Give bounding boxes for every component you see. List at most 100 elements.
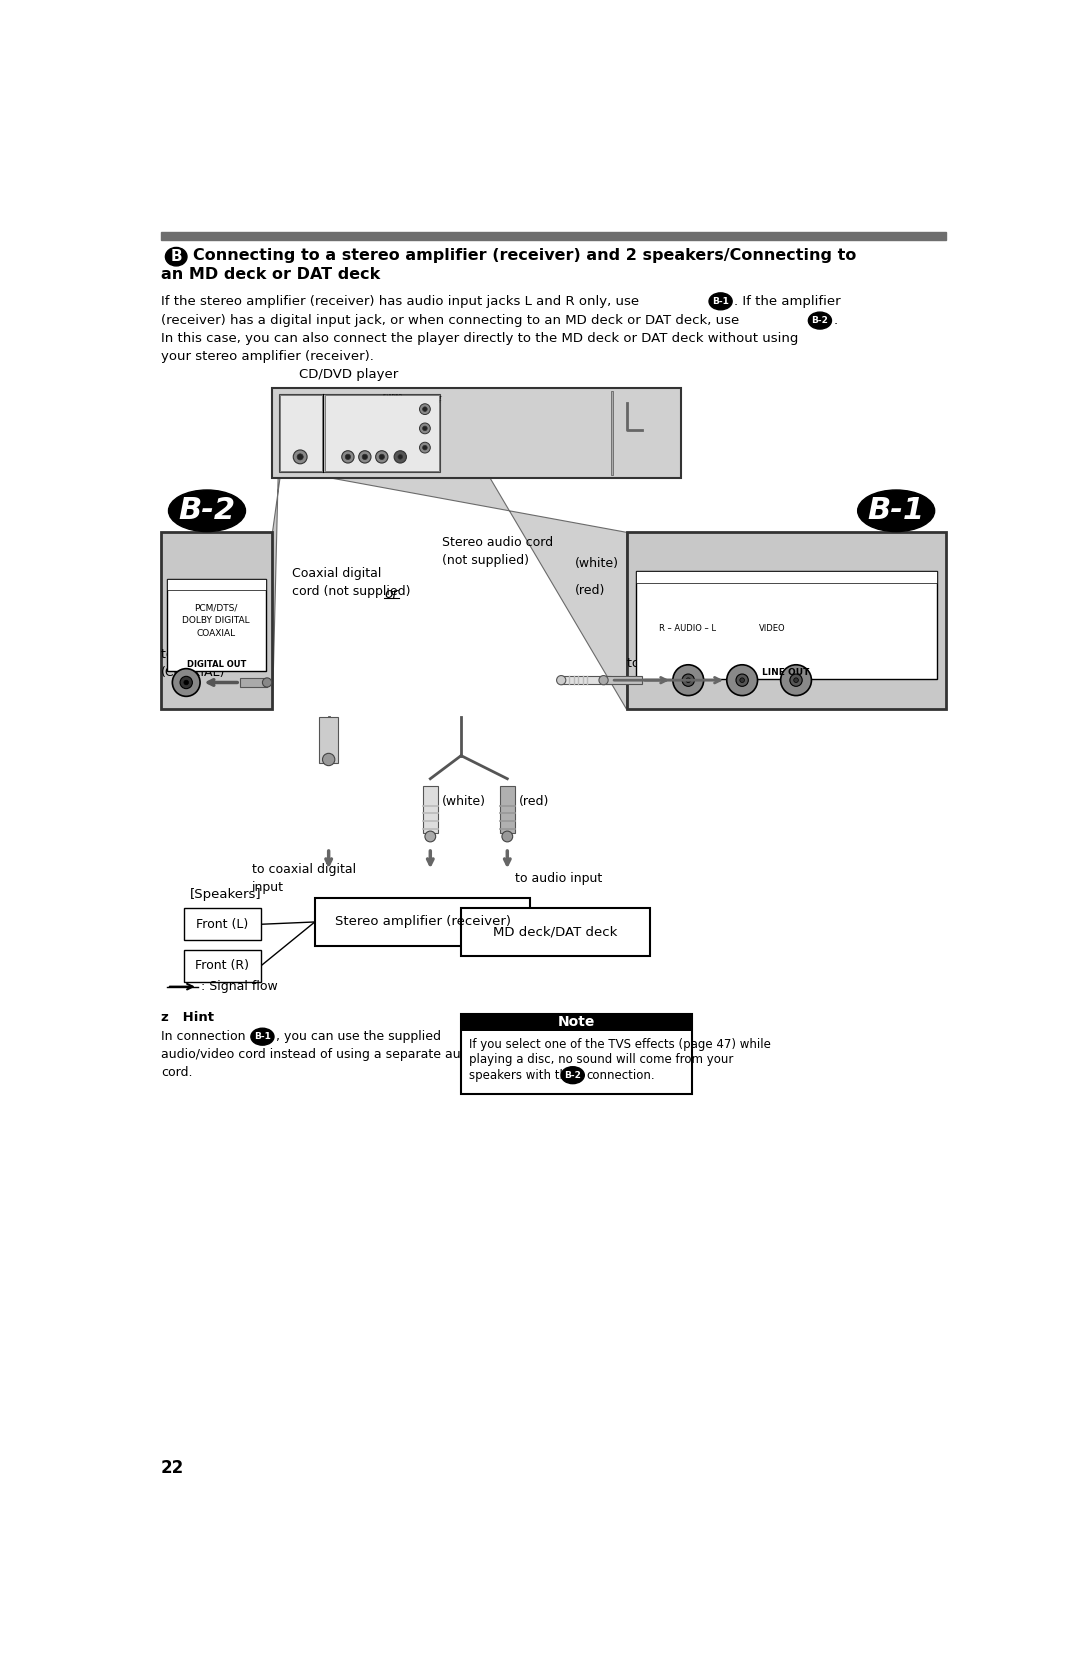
Ellipse shape — [562, 1067, 584, 1083]
Text: VIDEO: VIDEO — [409, 411, 426, 416]
Text: VIDEO: VIDEO — [759, 624, 786, 634]
Text: to DIGITAL OUT
(COAXIAL): to DIGITAL OUT (COAXIAL) — [161, 647, 257, 679]
Circle shape — [599, 676, 608, 684]
Polygon shape — [325, 394, 626, 709]
Bar — [314, 899, 530, 946]
Text: your stereo amplifier (receiver).: your stereo amplifier (receiver). — [161, 349, 374, 362]
Text: [Speakers]: [Speakers] — [190, 887, 261, 901]
Text: Stereo amplifier (receiver): Stereo amplifier (receiver) — [335, 916, 511, 929]
Bar — [562, 676, 611, 684]
Bar — [636, 570, 937, 679]
Circle shape — [376, 451, 388, 463]
Text: an MD deck or DAT deck: an MD deck or DAT deck — [161, 267, 380, 282]
Circle shape — [180, 676, 192, 689]
Circle shape — [397, 454, 403, 459]
Circle shape — [727, 664, 757, 696]
Circle shape — [173, 669, 200, 696]
Bar — [272, 387, 680, 478]
Text: connection.: connection. — [586, 1068, 656, 1082]
Bar — [240, 678, 267, 688]
Text: (red): (red) — [575, 584, 606, 597]
Ellipse shape — [808, 312, 832, 329]
Text: (receiver) has a digital input jack, or when connecting to an MD deck or DAT dec: (receiver) has a digital input jack, or … — [161, 314, 739, 327]
Circle shape — [422, 446, 428, 449]
Circle shape — [419, 423, 430, 434]
Bar — [161, 231, 946, 240]
Text: B-2: B-2 — [811, 315, 828, 325]
Ellipse shape — [710, 293, 732, 310]
Bar — [611, 391, 612, 475]
Text: Coaxial digital
cord (not supplied): Coaxial digital cord (not supplied) — [292, 567, 410, 599]
Text: 22: 22 — [161, 1459, 184, 1477]
Text: (white): (white) — [442, 795, 486, 808]
Text: MD deck/DAT deck: MD deck/DAT deck — [492, 926, 618, 939]
Text: DIGITAL OUT: DIGITAL OUT — [281, 397, 320, 402]
Circle shape — [297, 454, 303, 459]
Text: , you can use the supplied: , you can use the supplied — [276, 1030, 442, 1043]
Text: B-2: B-2 — [565, 1070, 581, 1080]
Text: B-1: B-1 — [712, 297, 729, 305]
Circle shape — [686, 678, 690, 683]
Ellipse shape — [165, 248, 187, 267]
Bar — [167, 579, 267, 671]
Bar — [604, 676, 642, 684]
Text: Front (R): Front (R) — [195, 959, 249, 973]
Circle shape — [422, 408, 428, 411]
Circle shape — [422, 426, 428, 431]
Text: to LINE OUT L/R (AUDIO): to LINE OUT L/R (AUDIO) — [626, 657, 780, 669]
Ellipse shape — [168, 490, 245, 532]
Text: In connection: In connection — [161, 1030, 245, 1043]
Text: to coaxial digital
input: to coaxial digital input — [252, 864, 355, 894]
Text: .: . — [834, 314, 838, 327]
Text: . If the amplifier: . If the amplifier — [734, 295, 841, 309]
Text: PCM/DTS/
DOLBY DIGITAL
COAXIAL: PCM/DTS/ DOLBY DIGITAL COAXIAL — [282, 411, 319, 428]
Bar — [461, 1013, 692, 1031]
Circle shape — [424, 832, 435, 842]
Circle shape — [362, 454, 367, 459]
Text: B-2: B-2 — [178, 496, 235, 525]
Text: COMPONENT
VIDEO OUT: COMPONENT VIDEO OUT — [415, 396, 443, 404]
Circle shape — [735, 674, 748, 686]
Circle shape — [379, 454, 384, 459]
Text: audio/video cord instead of using a separate audio: audio/video cord instead of using a sepa… — [161, 1048, 480, 1062]
Circle shape — [419, 404, 430, 414]
Text: S-VIDEO
OUT: S-VIDEO OUT — [382, 394, 403, 406]
Text: or: or — [384, 587, 399, 600]
Circle shape — [794, 678, 798, 683]
Bar — [184, 909, 261, 941]
Bar — [461, 1013, 692, 1095]
Text: PB: PB — [433, 426, 438, 431]
Bar — [636, 570, 937, 584]
Circle shape — [673, 664, 704, 696]
Circle shape — [419, 443, 430, 453]
Text: cord.: cord. — [161, 1065, 192, 1078]
Circle shape — [184, 681, 189, 684]
Text: Stereo audio cord
(not supplied): Stereo audio cord (not supplied) — [442, 537, 553, 567]
Circle shape — [394, 451, 406, 463]
Text: : Signal flow: : Signal flow — [201, 979, 278, 993]
Bar — [461, 909, 650, 956]
Text: LINE OUT: LINE OUT — [762, 667, 810, 678]
Text: R – AUDIO – L: R – AUDIO – L — [375, 411, 408, 416]
Bar — [279, 394, 441, 473]
Bar — [422, 787, 438, 833]
Circle shape — [502, 832, 513, 842]
Ellipse shape — [251, 1028, 274, 1045]
Circle shape — [781, 664, 811, 696]
Text: Connecting to a stereo amplifier (receiver) and 2 speakers/Connecting to: Connecting to a stereo amplifier (receiv… — [193, 248, 856, 263]
Circle shape — [323, 753, 335, 766]
Text: CD/DVD player: CD/DVD player — [299, 367, 399, 381]
Text: PR: PR — [433, 444, 438, 449]
Circle shape — [740, 678, 744, 683]
Bar — [167, 579, 267, 590]
Bar — [325, 396, 438, 471]
Text: If the stereo amplifier (receiver) has audio input jacks L and R only, use: If the stereo amplifier (receiver) has a… — [161, 295, 639, 309]
Text: z   Hint: z Hint — [161, 1011, 214, 1025]
Ellipse shape — [858, 490, 934, 532]
Bar — [280, 396, 322, 471]
Circle shape — [359, 451, 372, 463]
Bar — [161, 532, 272, 709]
Text: LINE OUT: LINE OUT — [341, 397, 370, 402]
Bar — [184, 949, 261, 983]
Circle shape — [294, 449, 307, 465]
